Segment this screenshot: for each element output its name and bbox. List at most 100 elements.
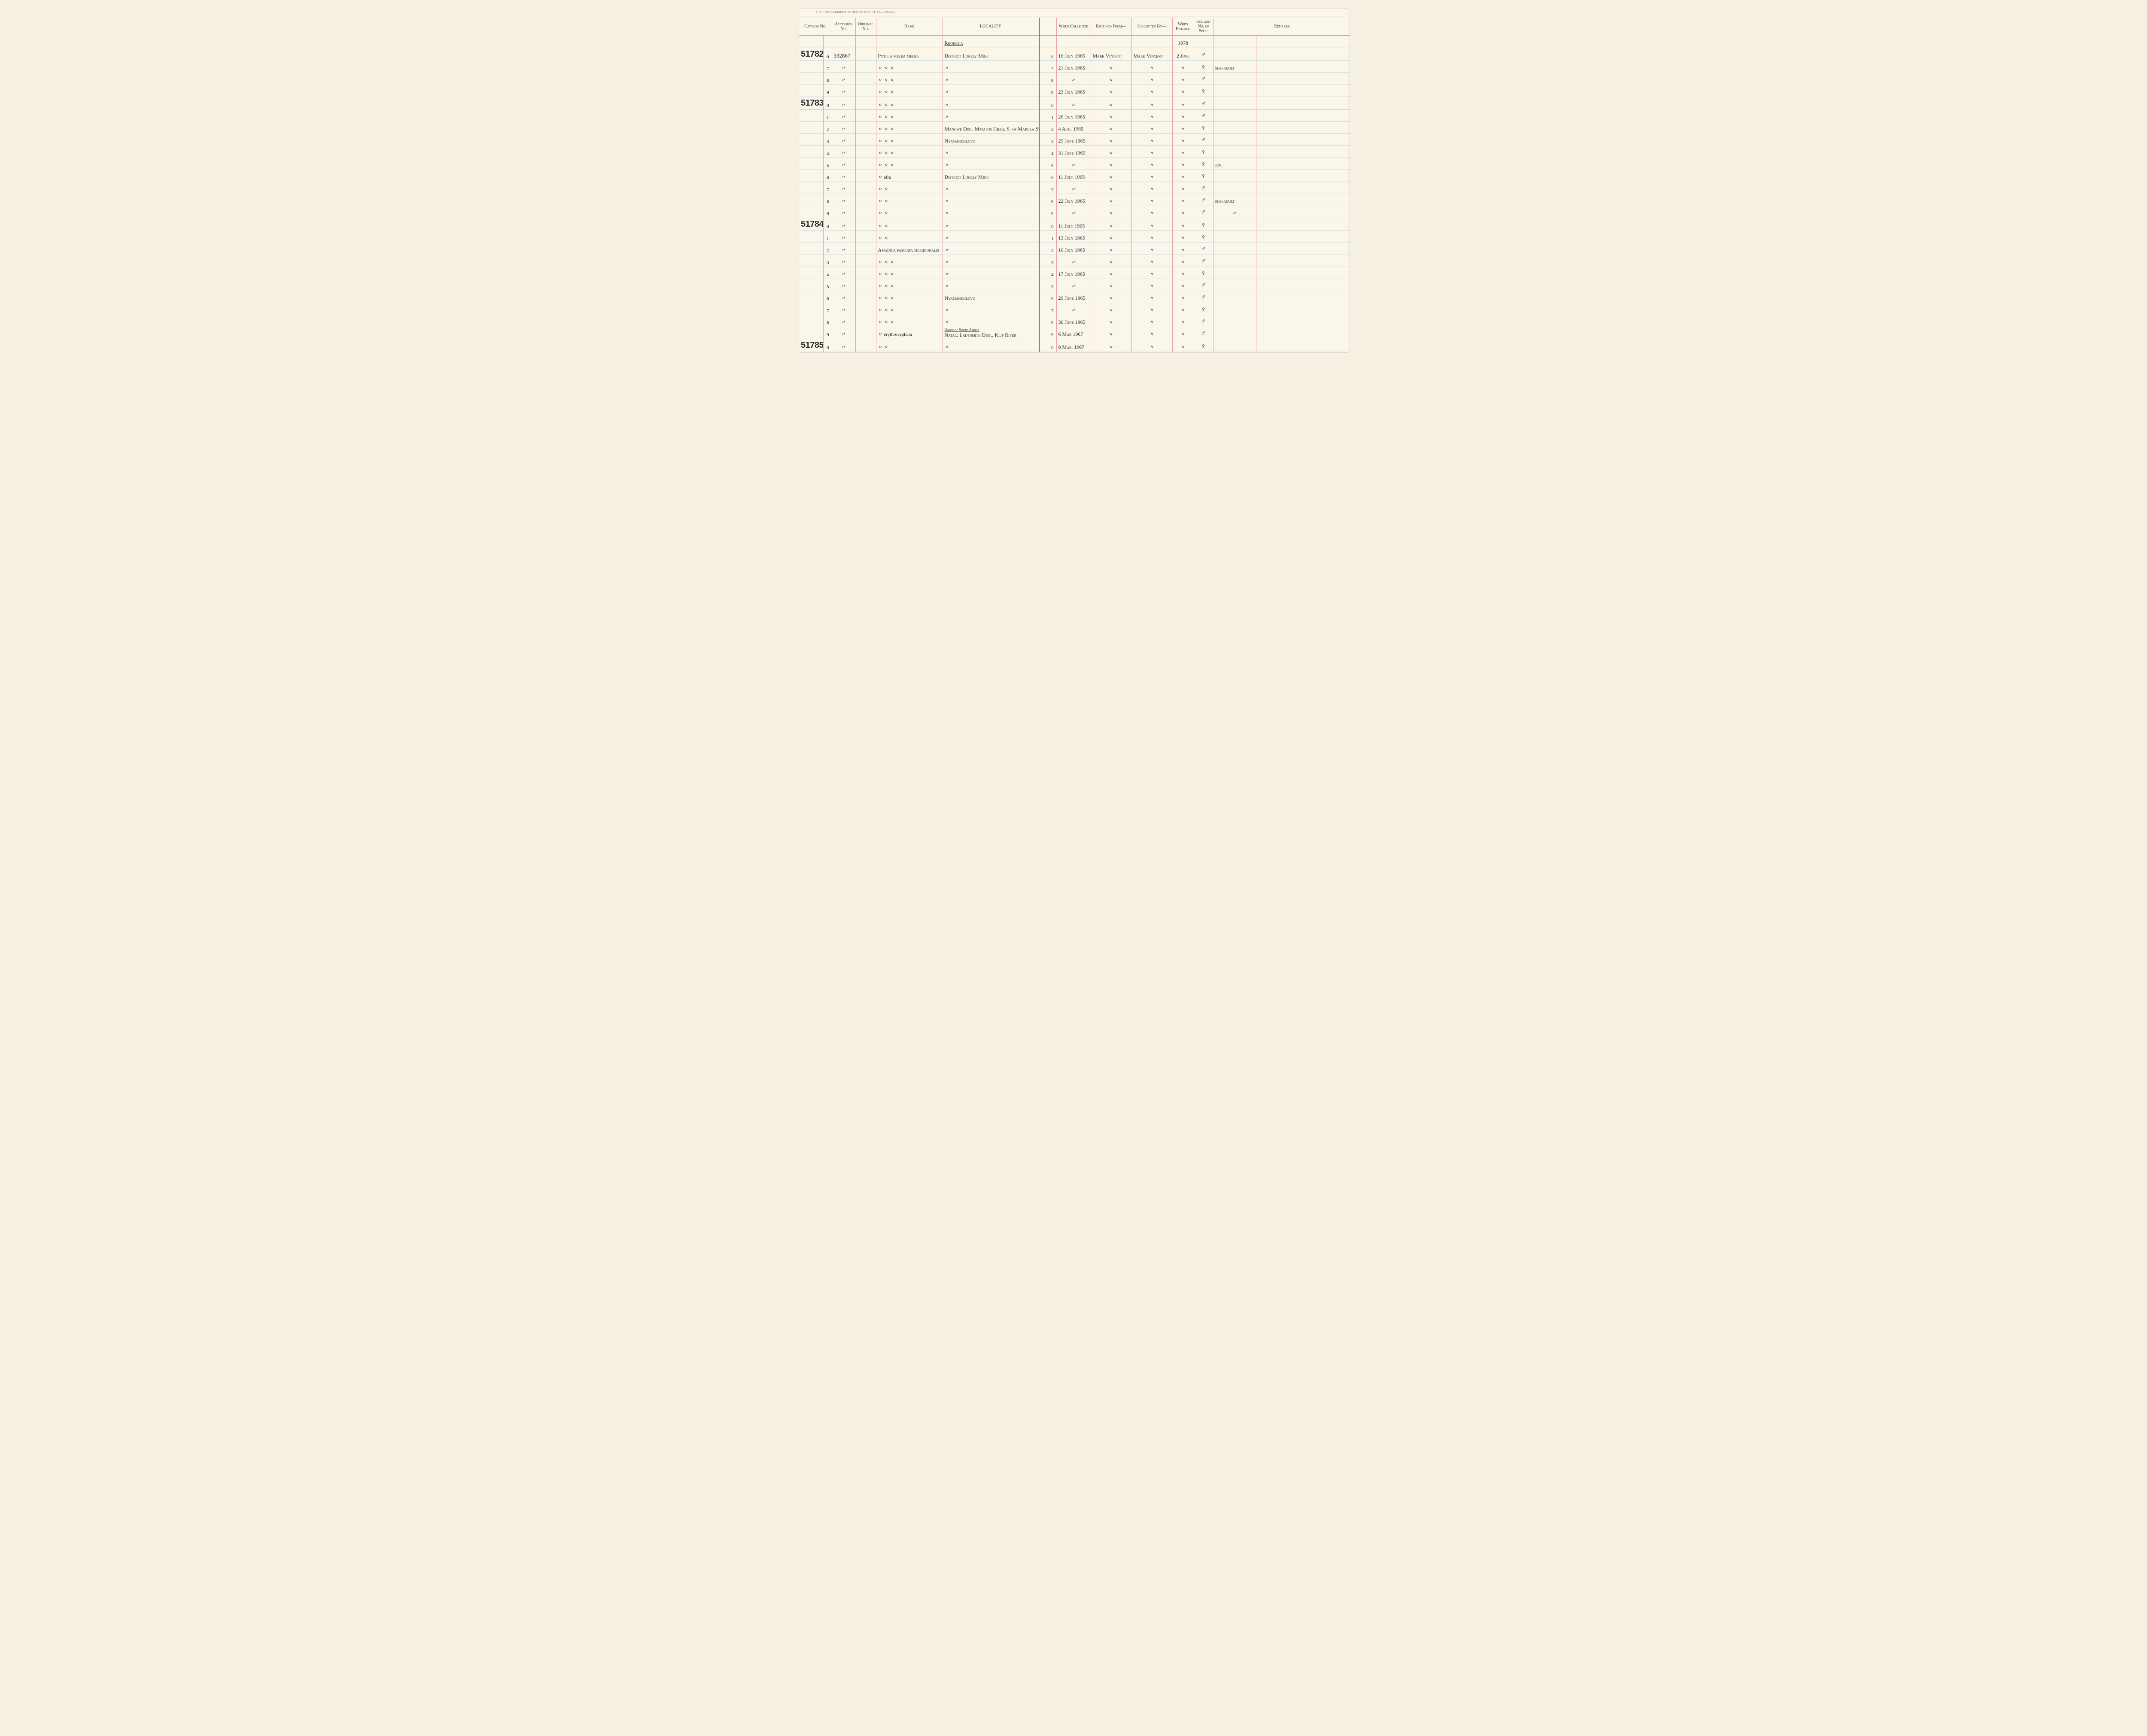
gutter — [1039, 279, 1048, 291]
specimen-name: Amadina fasciata meridionalis — [876, 243, 943, 255]
locality: 〃 — [943, 146, 1039, 158]
gutter — [1039, 303, 1048, 315]
sex-symbol: ♂ — [1194, 255, 1213, 267]
when-entered: 〃 — [1172, 315, 1194, 327]
table-row: 2 〃 Amadina fasciata meridionalis 〃 2 10… — [799, 243, 1350, 255]
catalog-sub: 0 — [823, 97, 832, 109]
received-from: 〃 — [1091, 122, 1131, 134]
locality: 〃 — [943, 97, 1039, 109]
original-no — [855, 218, 876, 231]
when-entered: 〃 — [1172, 267, 1194, 279]
locality: 〃 — [943, 61, 1039, 73]
remarks-note — [1213, 134, 1256, 146]
when-collected: 8 Mar. 1967 — [1056, 339, 1091, 352]
collected-by: 〃 — [1131, 122, 1172, 134]
remarks-blank — [1256, 48, 1350, 61]
gutter — [1039, 206, 1048, 218]
catalog-sub-right: 7 — [1048, 182, 1056, 194]
locality: District Lonely Mine — [943, 48, 1039, 61]
accession-no: 〃 — [832, 231, 855, 243]
when-collected: 〃 — [1056, 206, 1091, 218]
locality-region-header: Rhodesia — [943, 36, 1039, 48]
print-office-header: U.S. GOVERNMENT PRINTING OFFICE 16—22024… — [799, 9, 1348, 16]
original-no — [855, 315, 876, 327]
specimen-name: 〃 〃 〃 — [876, 303, 943, 315]
locality: 〃 — [943, 315, 1039, 327]
locality: 〃 — [943, 182, 1039, 194]
sex-symbol: ♂ — [1194, 134, 1213, 146]
sex-symbol: ♀ — [1194, 303, 1213, 315]
catalog-sub-right: 4 — [1048, 146, 1056, 158]
when-entered: 〃 — [1172, 327, 1194, 339]
locality-header-row: Rhodesia 1978 — [799, 36, 1350, 48]
sex-symbol: ♀ — [1194, 218, 1213, 231]
gutter — [1039, 158, 1048, 170]
received-from: 〃 — [1091, 218, 1131, 231]
sex-symbol: ♂ — [1194, 194, 1213, 206]
when-entered: 〃 — [1172, 231, 1194, 243]
catalog-sub-right: 0 — [1048, 218, 1056, 231]
accession-no: 〃 — [832, 327, 855, 339]
when-collected: 29 June 1965 — [1056, 291, 1091, 303]
remarks-note — [1213, 231, 1256, 243]
collected-by: 〃 — [1131, 339, 1172, 352]
cell-blank — [1056, 36, 1091, 48]
original-no — [855, 122, 876, 134]
remarks-note — [1213, 327, 1256, 339]
accession-no: 〃 — [832, 315, 855, 327]
catalog-sub: 5 — [823, 158, 832, 170]
catalog-sub: 1 — [823, 109, 832, 122]
locality: District Lonely Mine — [943, 170, 1039, 182]
when-collected: 〃 — [1056, 73, 1091, 85]
catalog-sub-right: 3 — [1048, 134, 1056, 146]
received-from: 〃 — [1091, 339, 1131, 352]
accession-no: 〃 — [832, 255, 855, 267]
remarks-note — [1213, 146, 1256, 158]
locality: 〃 — [943, 231, 1039, 243]
catalog-sub: 3 — [823, 134, 832, 146]
remarks-blank — [1256, 170, 1350, 182]
when-collected: 17 July 1965 — [1056, 267, 1091, 279]
remarks-note — [1213, 267, 1256, 279]
catalog-sub-right: 9 — [1048, 206, 1056, 218]
table-row: 3 〃 〃 〃 〃 〃 3 〃 〃 〃 〃 ♂ — [799, 255, 1350, 267]
accession-no: 〃 — [832, 109, 855, 122]
locality: 〃 — [943, 109, 1039, 122]
when-entered: 〃 — [1172, 73, 1194, 85]
catalog-main: 51783 — [799, 97, 823, 109]
when-collected: 〃 — [1056, 158, 1091, 170]
accession-no: 〃 — [832, 85, 855, 97]
received-from: 〃 — [1091, 279, 1131, 291]
remarks-note — [1213, 279, 1256, 291]
specimen-name: 〃 〃 〃 — [876, 255, 943, 267]
when-collected: 〃 — [1056, 255, 1091, 267]
catalog-sub-right: 8 — [1048, 73, 1056, 85]
catalog-main: 51782 — [799, 48, 823, 61]
gutter — [1039, 182, 1048, 194]
catalog-sub: 7 — [823, 303, 832, 315]
table-row: 4 〃 〃 〃 〃 〃 4 31 June 1965 〃 〃 〃 ♀ — [799, 146, 1350, 158]
catalog-main — [799, 327, 823, 339]
when-entered: 〃 — [1172, 97, 1194, 109]
catalog-sub: 9 — [823, 327, 832, 339]
table-row: 9 〃 〃 〃 〃 9 〃 〃 〃 〃 ♂ 〃 — [799, 206, 1350, 218]
when-entered: 〃 — [1172, 158, 1194, 170]
remarks-blank — [1256, 206, 1350, 218]
when-entered: 〃 — [1172, 291, 1194, 303]
table-row: 4 〃 〃 〃 〃 〃 4 17 July 1965 〃 〃 〃 ♀ — [799, 267, 1350, 279]
gutter — [1039, 291, 1048, 303]
page-gutter — [1039, 18, 1048, 36]
locality: 〃 — [943, 255, 1039, 267]
col-received-from: Received From— — [1091, 18, 1131, 36]
cell-blank — [1091, 36, 1131, 48]
when-collected: 13 July 1965 — [1056, 231, 1091, 243]
specimen-name: 〃 〃 〃 — [876, 315, 943, 327]
catalog-main — [799, 122, 823, 134]
table-row: 51784 0 〃 〃 〃 〃 0 11 July 1965 〃 〃 〃 ♀ — [799, 218, 1350, 231]
original-no — [855, 97, 876, 109]
catalog-sub: 8 — [823, 194, 832, 206]
catalog-sub: 0 — [823, 339, 832, 352]
catalog-sub-right: 3 — [1048, 255, 1056, 267]
catalog-main — [799, 303, 823, 315]
catalog-sub: 2 — [823, 122, 832, 134]
